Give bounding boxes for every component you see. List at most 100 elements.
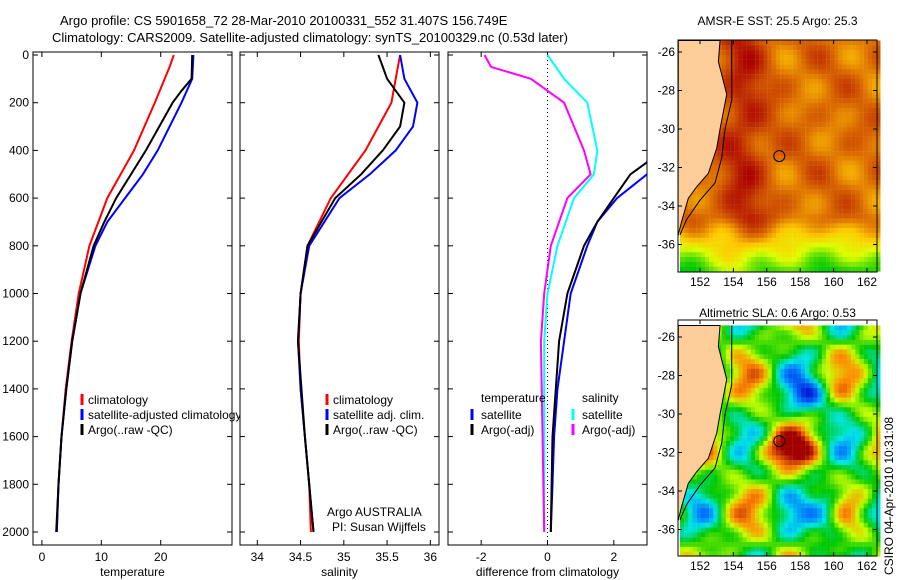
map-cell [846, 175, 852, 181]
map-cell [684, 261, 689, 267]
map-cell [863, 189, 868, 195]
map-cell [721, 165, 727, 171]
map-cell [713, 498, 718, 504]
map-cell [725, 122, 731, 128]
map-cell [730, 426, 735, 432]
map-cell [867, 339, 873, 345]
map-cell [872, 546, 877, 552]
map-cell [780, 199, 785, 205]
map-cell [872, 397, 877, 403]
y-tick-label: 600 [9, 191, 29, 205]
map-cell [830, 378, 835, 384]
map-cell [813, 325, 818, 331]
map-cell [876, 131, 881, 137]
map-cell [755, 407, 760, 413]
map-cell [738, 64, 743, 70]
map-cell [813, 218, 818, 224]
map-cell [767, 551, 772, 557]
map-cell [784, 388, 789, 394]
map-cell [821, 160, 827, 166]
map-cell [872, 257, 877, 263]
map-cell [746, 431, 752, 437]
map-cell [846, 503, 852, 509]
map-cell [813, 151, 818, 157]
map-cell [750, 180, 756, 186]
map-cell [713, 194, 718, 200]
map-cell [826, 407, 831, 413]
map-cell [817, 252, 823, 258]
map-cell [742, 252, 747, 258]
map-cell [809, 363, 814, 369]
map-cell [755, 223, 760, 229]
map-cell [792, 103, 797, 109]
map-cell [842, 151, 848, 157]
map-cell [846, 359, 852, 365]
map-cell [763, 392, 768, 398]
map-cell [796, 325, 802, 331]
map-cell [809, 180, 814, 186]
map-cell [696, 252, 701, 258]
map-cell [876, 232, 881, 238]
map-cell [796, 489, 802, 495]
map-cell [863, 45, 868, 51]
map-cell [721, 170, 727, 176]
map-cell [742, 151, 747, 157]
map-cell [809, 546, 814, 552]
map-cell [730, 112, 735, 118]
map-cell [851, 257, 856, 263]
map-cell [696, 204, 701, 210]
map-cell [742, 199, 747, 205]
map-cell [838, 69, 843, 75]
map-cell [725, 460, 731, 466]
map-cell [713, 155, 718, 161]
map-cell [734, 204, 739, 210]
map-cell [750, 368, 756, 374]
y-tick-label: 0 [22, 48, 29, 62]
map-cell [809, 208, 814, 214]
map-cell [775, 402, 781, 408]
map-cell [792, 349, 797, 355]
map-cell [700, 208, 706, 214]
map-cell [721, 223, 727, 229]
map-cell [684, 223, 689, 229]
map-cell [742, 359, 747, 365]
map-cell [721, 527, 727, 533]
map-cell [834, 412, 839, 418]
x-tick-label: 35.5 [375, 550, 399, 564]
map-cell [867, 98, 873, 104]
map-cell [834, 257, 839, 263]
map-cell [813, 460, 818, 466]
map-cell [846, 522, 852, 528]
map-cell [742, 107, 747, 113]
map-cell [867, 498, 873, 504]
map-cell [755, 397, 760, 403]
map-cell [746, 421, 752, 427]
map-cell [876, 402, 881, 408]
map-cell [842, 363, 848, 369]
map-cell [813, 266, 818, 272]
map-cell [788, 155, 793, 161]
map-cell [872, 426, 877, 432]
map-cell [842, 551, 848, 557]
map-cell [750, 127, 756, 133]
map-cell [734, 208, 739, 214]
map-frame [677, 39, 878, 273]
map-cell [872, 416, 877, 422]
map-cell [784, 88, 789, 94]
map-cell [771, 402, 777, 408]
map-cell [851, 78, 856, 84]
map-cell [842, 223, 848, 229]
map-cell [809, 228, 814, 234]
map-cell [846, 242, 852, 248]
map-cell [784, 339, 789, 345]
map-cell [805, 112, 810, 118]
map-cell [872, 363, 877, 369]
map-cell [834, 228, 839, 234]
map-cell [859, 412, 864, 418]
map-cell [788, 498, 793, 504]
map-cell [830, 450, 835, 456]
map-cell [780, 392, 785, 398]
map-cell [826, 460, 831, 466]
map-cell [784, 412, 789, 418]
map-cell [813, 112, 818, 118]
